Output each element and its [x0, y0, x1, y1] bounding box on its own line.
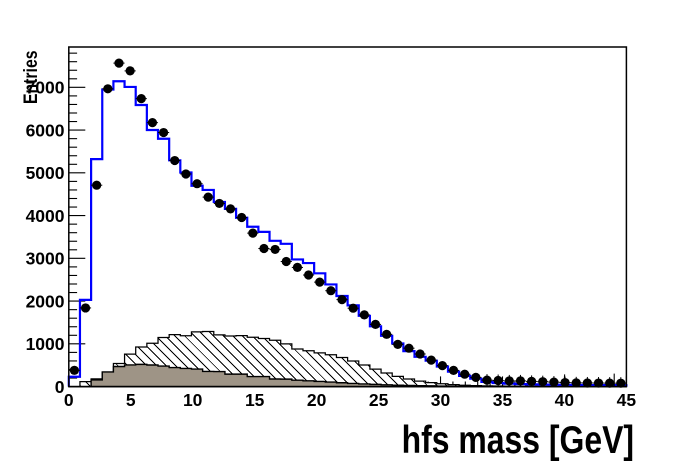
svg-text:0: 0	[55, 377, 65, 397]
svg-text:2000: 2000	[26, 291, 65, 311]
svg-text:6000: 6000	[26, 120, 65, 140]
svg-text:1000: 1000	[26, 334, 65, 354]
svg-text:45: 45	[617, 390, 637, 410]
svg-text:5000: 5000	[26, 163, 65, 183]
svg-text:hfs mass [GeV]: hfs mass [GeV]	[402, 419, 634, 462]
svg-text:3000: 3000	[26, 249, 65, 269]
svg-text:5: 5	[126, 390, 136, 410]
svg-text:0: 0	[64, 390, 74, 410]
svg-text:30: 30	[431, 390, 451, 410]
svg-text:10: 10	[183, 390, 203, 410]
svg-text:35: 35	[493, 390, 513, 410]
svg-text:7000: 7000	[26, 78, 65, 98]
svg-text:4000: 4000	[26, 206, 65, 226]
svg-text:15: 15	[245, 390, 265, 410]
svg-text:40: 40	[555, 390, 575, 410]
svg-text:20: 20	[307, 390, 327, 410]
svg-text:25: 25	[369, 390, 389, 410]
svg-text:Entries: Entries	[21, 51, 42, 105]
